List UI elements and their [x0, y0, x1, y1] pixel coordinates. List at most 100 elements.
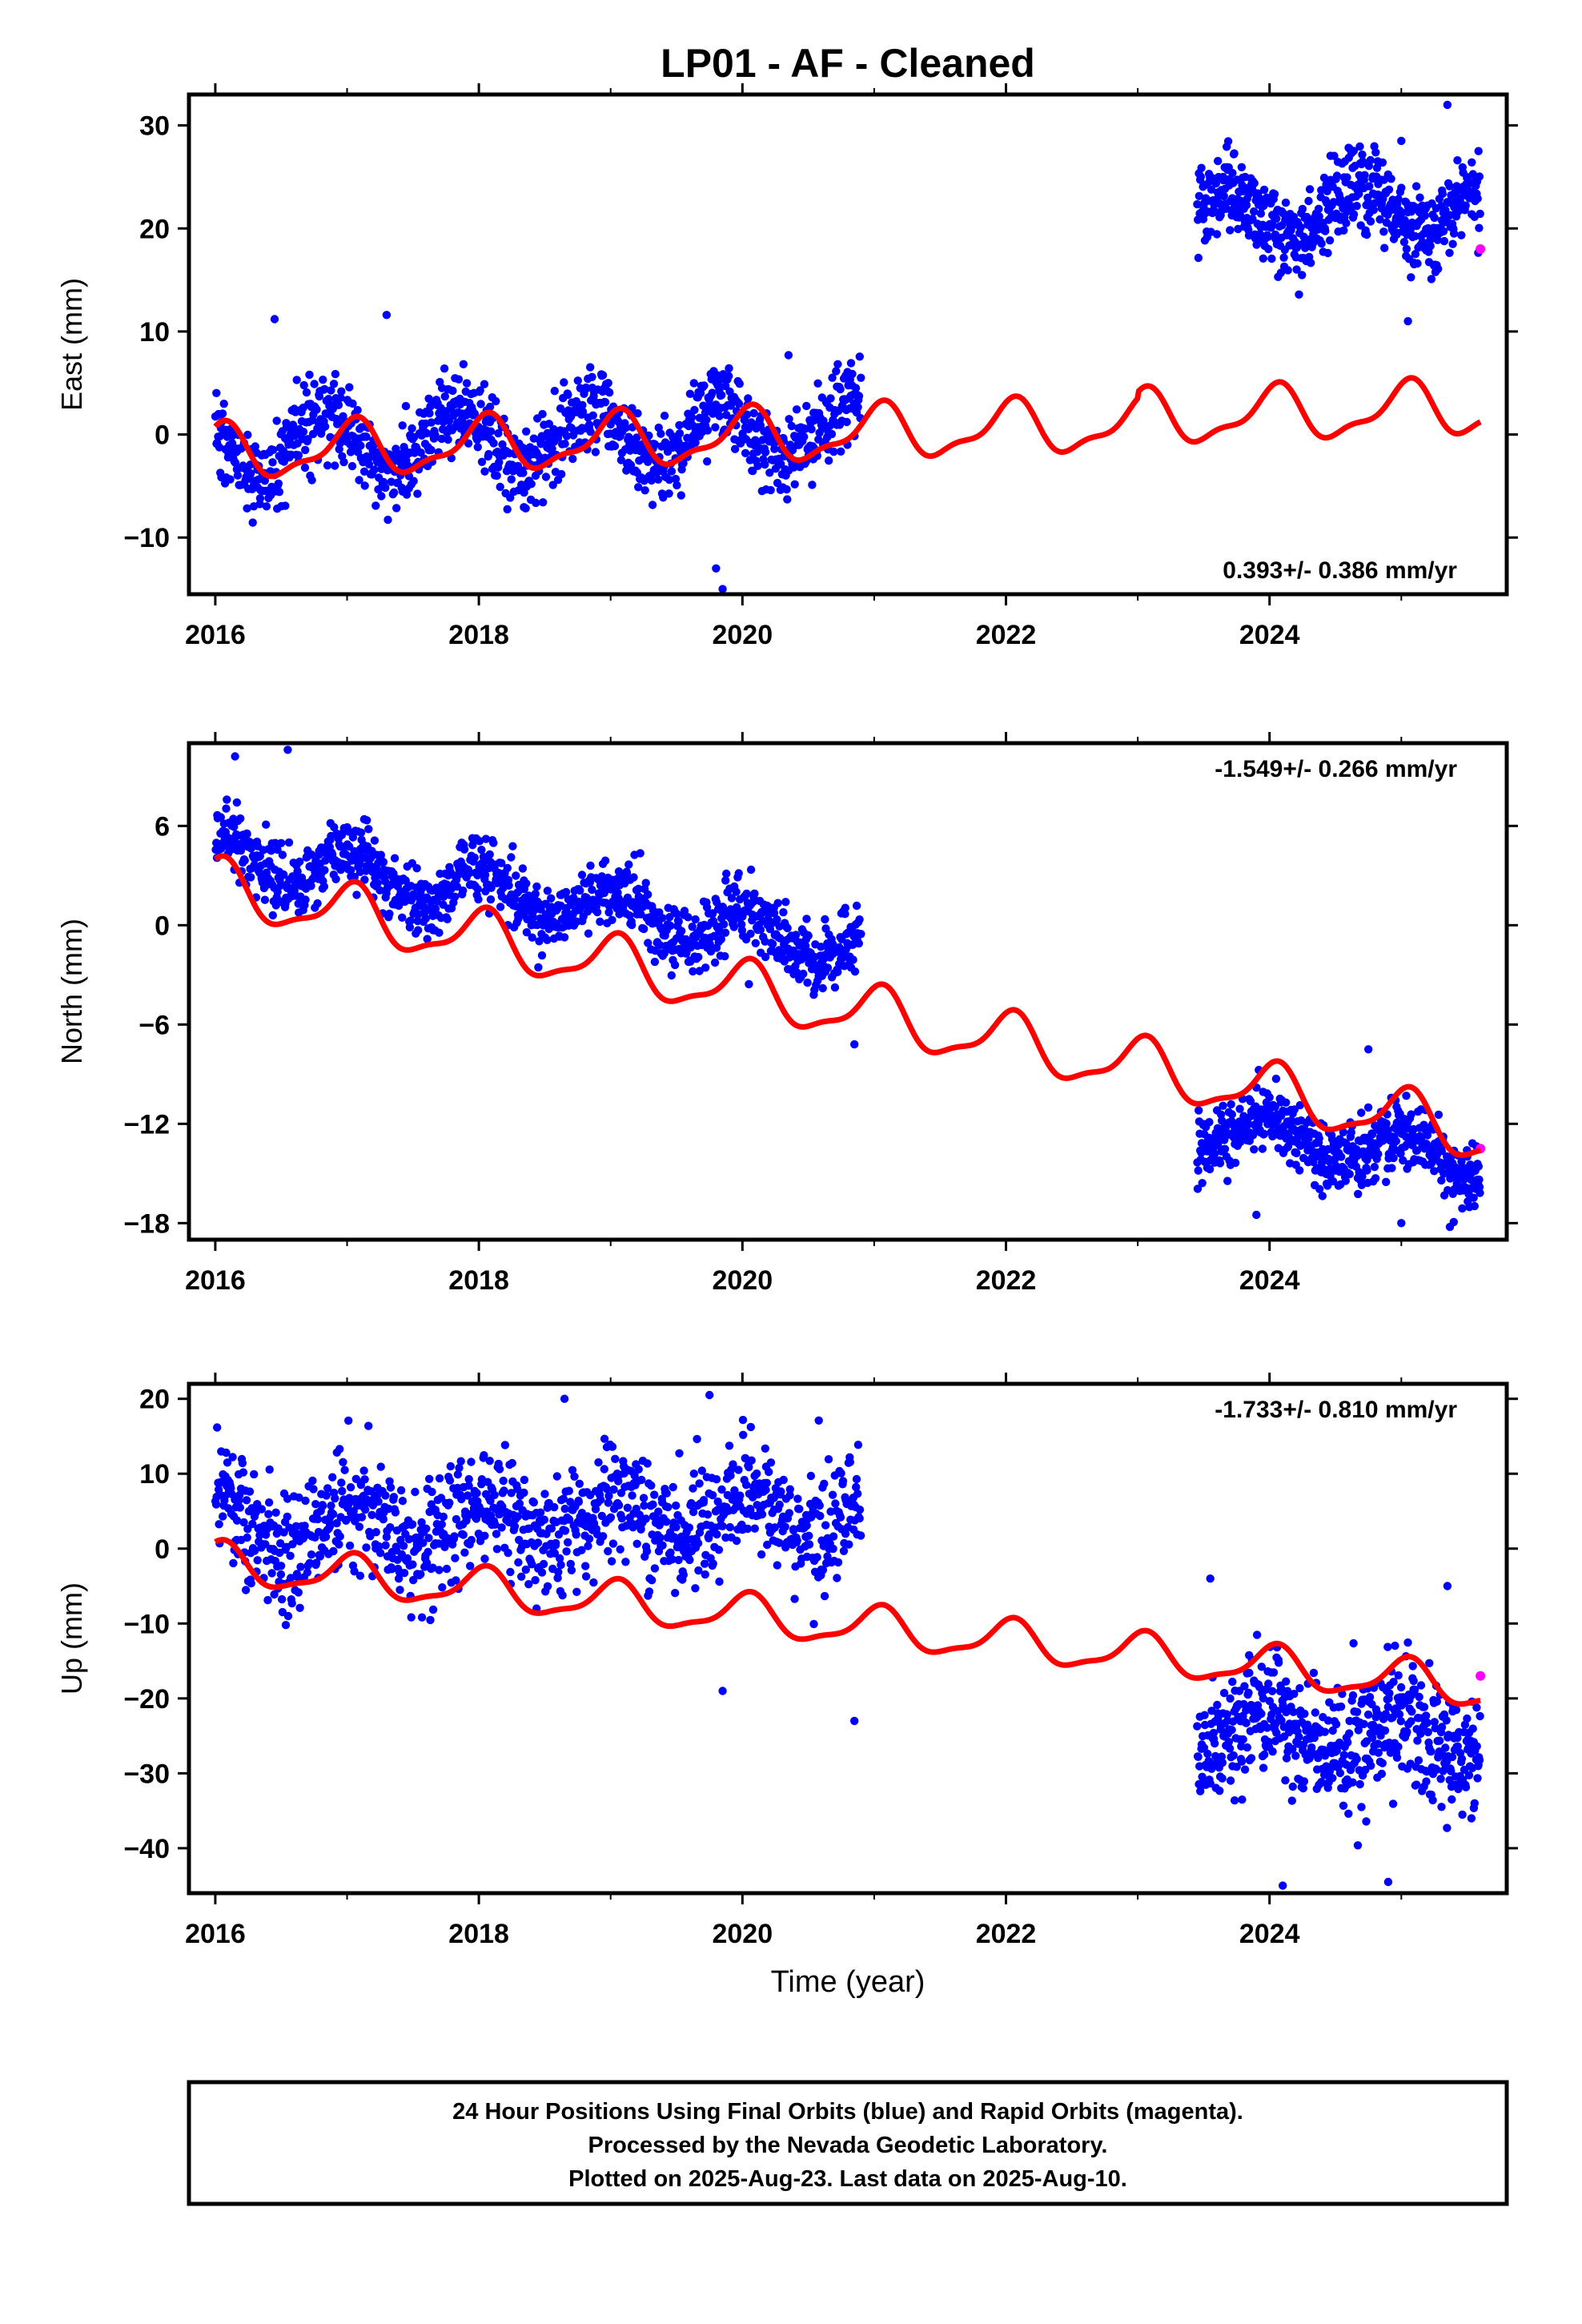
final-orbit-point — [236, 846, 246, 855]
final-orbit-point — [1353, 1841, 1363, 1850]
final-orbit-point — [710, 958, 720, 967]
final-orbit-point — [347, 461, 357, 471]
final-orbit-point — [1387, 1164, 1396, 1172]
final-orbit-point — [467, 1458, 476, 1466]
final-orbit-point — [1344, 1809, 1353, 1818]
final-orbit-point — [272, 416, 281, 425]
final-orbit-point — [717, 391, 726, 400]
final-orbit-point — [1328, 1774, 1337, 1783]
final-orbit-point — [853, 1490, 862, 1498]
final-orbit-point — [475, 837, 484, 846]
final-orbit-point — [277, 1594, 287, 1604]
final-orbit-point — [253, 1556, 262, 1565]
final-orbit-point — [578, 407, 588, 416]
final-orbit-point — [1461, 201, 1470, 210]
final-orbit-point — [510, 895, 520, 903]
final-orbit-point — [581, 1572, 591, 1581]
final-orbit-point — [543, 935, 552, 945]
final-orbit-point — [1378, 158, 1387, 167]
final-orbit-point — [854, 939, 864, 948]
final-orbit-point — [745, 979, 753, 989]
final-orbit-point — [1394, 1671, 1403, 1680]
final-orbit-point — [1321, 227, 1330, 235]
final-orbit-point — [677, 927, 686, 935]
final-orbit-point — [1197, 163, 1206, 172]
final-orbit-point — [622, 466, 631, 475]
final-orbit-point — [659, 493, 668, 502]
final-orbit-point — [216, 813, 225, 822]
final-orbit-point — [855, 915, 864, 924]
final-orbit-point — [721, 951, 729, 961]
final-orbit-point — [1407, 273, 1415, 282]
final-orbit-point — [634, 483, 643, 492]
final-orbit-point — [599, 1532, 608, 1541]
final-orbit-point — [768, 939, 777, 948]
final-orbit-point — [1415, 1692, 1423, 1702]
final-orbit-point — [1336, 1702, 1346, 1711]
final-orbit-point — [648, 1576, 656, 1585]
final-orbit-point — [264, 1510, 273, 1518]
final-orbit-point — [319, 882, 329, 891]
final-orbit-point — [827, 429, 837, 439]
final-orbit-point — [335, 1445, 344, 1454]
final-orbit-point — [211, 1500, 221, 1509]
final-orbit-point — [401, 401, 411, 411]
final-orbit-point — [815, 1501, 824, 1510]
figure-title: LP01 - AF - Cleaned — [661, 41, 1035, 86]
final-orbit-point — [1352, 202, 1361, 211]
final-orbit-point — [552, 1538, 560, 1548]
final-orbit-point — [486, 895, 496, 904]
x-tick-label: 2022 — [976, 620, 1037, 650]
final-orbit-point — [669, 1482, 677, 1492]
final-orbit-point — [594, 1458, 603, 1467]
final-orbit-point — [1372, 163, 1382, 172]
final-orbit-point — [1363, 1166, 1371, 1175]
y-tick-label: −6 — [139, 1010, 170, 1040]
final-orbit-point — [588, 411, 597, 420]
final-orbit-point — [405, 923, 415, 932]
final-orbit-point — [616, 456, 626, 464]
final-orbit-point — [761, 1486, 770, 1494]
final-orbit-point — [540, 1515, 549, 1524]
final-orbit-point — [459, 1530, 468, 1539]
final-orbit-point — [480, 380, 489, 388]
final-orbit-point — [632, 433, 641, 442]
final-orbit-point — [531, 1576, 540, 1585]
final-orbit-point — [608, 1539, 618, 1548]
final-orbit-point — [721, 928, 730, 937]
final-orbit-point — [215, 1520, 223, 1529]
final-orbit-point — [1427, 275, 1436, 283]
final-orbit-point — [267, 846, 275, 855]
final-orbit-point — [841, 903, 850, 912]
final-orbit-point — [398, 421, 407, 430]
final-orbit-point — [825, 456, 833, 465]
final-orbit-point — [732, 1536, 741, 1546]
final-orbit-point — [766, 485, 775, 495]
final-orbit-point — [406, 916, 415, 925]
final-orbit-point — [1298, 204, 1307, 214]
final-orbit-point — [689, 1470, 698, 1478]
final-orbit-point — [292, 376, 301, 384]
final-orbit-point — [427, 418, 436, 427]
final-orbit-point — [857, 373, 865, 382]
final-orbit-point — [1422, 1777, 1431, 1786]
final-orbit-point — [374, 1497, 383, 1506]
final-orbit-point — [650, 957, 660, 967]
final-orbit-point — [586, 861, 595, 870]
final-orbit-point — [1230, 1796, 1239, 1805]
final-orbit-point — [286, 1551, 295, 1561]
east-model-curve — [213, 375, 1482, 480]
final-orbit-point — [833, 1558, 843, 1567]
final-orbit-point — [1296, 223, 1305, 232]
final-orbit-point — [536, 1508, 545, 1517]
final-orbit-point — [1337, 1152, 1346, 1161]
final-orbit-point — [294, 451, 303, 460]
final-orbit-point — [274, 479, 283, 488]
final-orbit-point — [685, 389, 695, 398]
final-orbit-point — [552, 1472, 561, 1481]
final-orbit-point — [335, 1532, 344, 1541]
final-orbit-point — [1363, 1710, 1373, 1719]
final-orbit-point — [665, 489, 673, 498]
final-orbit-point — [1226, 1776, 1235, 1785]
